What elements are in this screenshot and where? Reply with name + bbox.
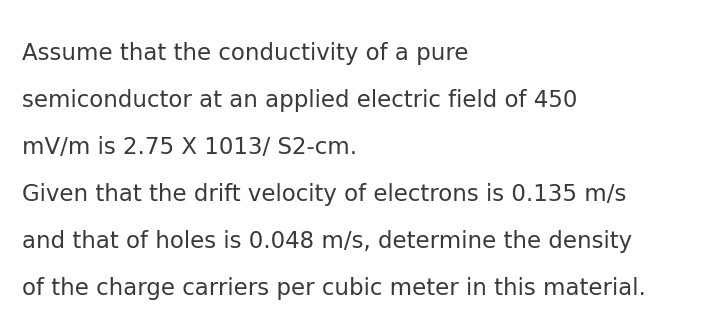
Text: semiconductor at an applied electric field of 450: semiconductor at an applied electric fie… [22, 89, 577, 112]
Text: Assume that the conductivity of a pure: Assume that the conductivity of a pure [22, 42, 469, 65]
Text: mV/m is 2.75 X 1013/ S2-cm.: mV/m is 2.75 X 1013/ S2-cm. [22, 136, 357, 159]
Text: Given that the drift velocity of electrons is 0.135 m/s: Given that the drift velocity of electro… [22, 183, 626, 206]
Text: of the charge carriers per cubic meter in this material.: of the charge carriers per cubic meter i… [22, 277, 646, 300]
Text: and that of holes is 0.048 m/s, determine the density: and that of holes is 0.048 m/s, determin… [22, 230, 632, 253]
